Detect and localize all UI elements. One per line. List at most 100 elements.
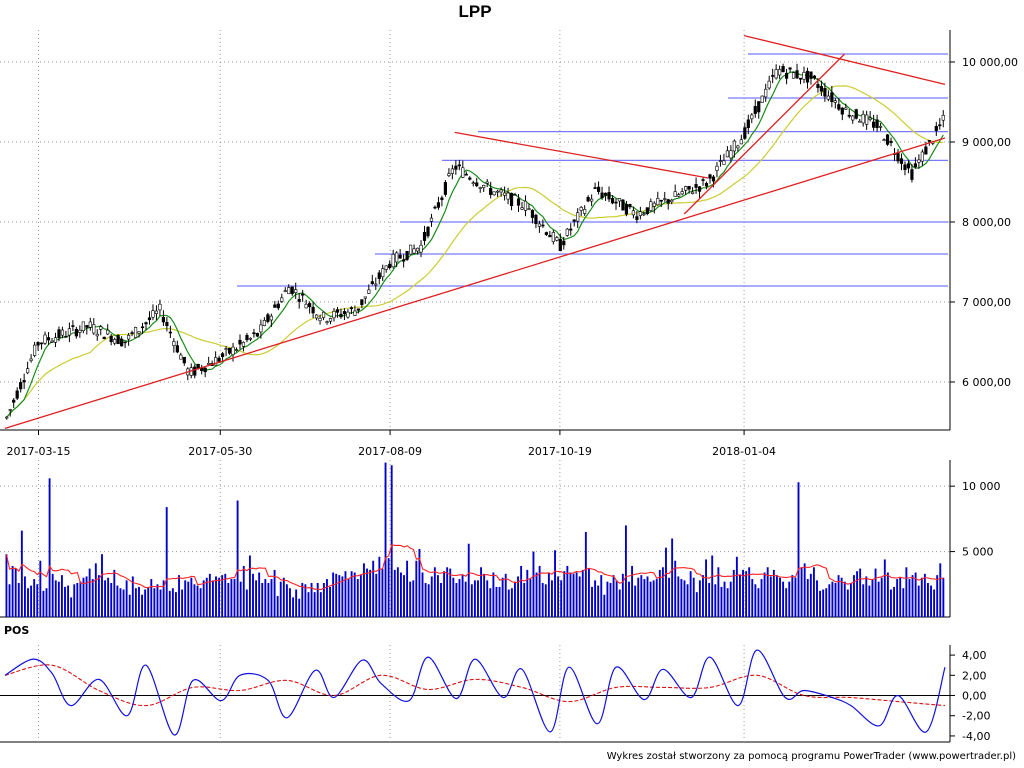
volume-bar-301 — [933, 589, 936, 617]
volume-bar-31 — [101, 554, 103, 617]
volume-bar-23 — [76, 582, 79, 617]
candle-body-158 — [555, 237, 559, 241]
volume-bar-39 — [125, 580, 128, 617]
volume-bar-94 — [295, 589, 298, 617]
volume-bar-185 — [575, 572, 578, 617]
candle-body-154 — [541, 224, 545, 227]
volume-bar-104 — [326, 579, 328, 617]
volume-bar-14 — [48, 478, 51, 617]
volume-bar-286 — [886, 572, 889, 617]
volume-bar-246 — [763, 572, 766, 617]
candle-body-241 — [844, 107, 848, 110]
volume-bar-227 — [705, 559, 707, 617]
candle-body-15 — [57, 329, 61, 339]
volume-bar-78 — [245, 589, 248, 617]
volume-bar-203 — [631, 565, 634, 617]
candle-body-140 — [492, 191, 496, 196]
volume-bar-88 — [276, 596, 279, 617]
volume-bar-258 — [800, 567, 803, 617]
candle-body-2 — [12, 399, 16, 403]
candle-body-213 — [746, 119, 750, 128]
volume-bar-55 — [175, 592, 177, 617]
candle-body-39 — [140, 326, 145, 329]
volume-bar-121 — [378, 556, 381, 617]
candle-body-261 — [913, 163, 918, 168]
candle-body-176 — [617, 198, 622, 202]
candle-body-19 — [71, 325, 75, 327]
volume-bar-300 — [930, 585, 932, 617]
candle-body-194 — [680, 191, 684, 195]
volume-bar-296 — [917, 585, 920, 617]
volume-bar-272 — [843, 581, 846, 617]
candle-body-31 — [113, 339, 117, 344]
volume-bar-222 — [689, 571, 692, 617]
candle-body-1 — [8, 409, 12, 411]
volume-bar-184 — [572, 573, 575, 617]
pos-y-tick-labels: -4,00 -2,00 0,00 2,00 4,00 — [962, 649, 990, 743]
volume-bar-275 — [853, 575, 855, 617]
candle-body-249 — [872, 121, 876, 128]
candle-body-23 — [85, 325, 89, 328]
candle-body-50 — [179, 354, 183, 360]
volume-bar-25 — [82, 577, 85, 617]
price-ma-fast — [6, 71, 944, 418]
volume-bar-267 — [828, 584, 831, 617]
volume-bar-53 — [168, 590, 171, 617]
candle-body-108 — [381, 268, 385, 278]
volume-bar-276 — [856, 571, 859, 617]
candle-body-190 — [666, 199, 670, 204]
volume-bar-270 — [837, 575, 840, 617]
volume-bar-261 — [809, 573, 812, 617]
volume-bar-64 — [202, 580, 205, 617]
candle-body-232 — [812, 75, 817, 79]
volume-bar-201 — [624, 525, 627, 617]
volume-bar-230 — [714, 584, 717, 617]
candle-body-170 — [596, 186, 601, 192]
candle-body-14 — [53, 337, 58, 343]
candle-body-201 — [704, 182, 709, 187]
volume-bar-18 — [60, 575, 63, 617]
volume-bar-161 — [501, 577, 504, 617]
volume-bar-151 — [470, 584, 473, 617]
candle-body-3 — [15, 390, 19, 399]
volume-bar-76 — [239, 581, 242, 617]
candle-body-157 — [551, 232, 555, 242]
candle-body-109 — [384, 265, 388, 270]
volume-bar-283 — [877, 581, 880, 617]
volume-bar-208 — [646, 576, 649, 617]
candle-body-131 — [461, 167, 465, 178]
volume-bar-61 — [193, 584, 196, 617]
volume-bar-30 — [97, 575, 100, 617]
chart-title: LPP — [458, 2, 492, 21]
volume-bar-260 — [806, 579, 809, 617]
candle-body-79 — [280, 297, 284, 302]
volume-bar-60 — [190, 577, 193, 617]
volume-bar-225 — [698, 580, 701, 617]
volume-bar-142 — [443, 571, 446, 617]
volume-bar-168 — [523, 582, 526, 617]
volume-bar-98 — [307, 592, 310, 617]
volume-bar-89 — [279, 581, 282, 617]
candle-body-75 — [266, 314, 270, 322]
candle-body-125 — [440, 197, 444, 200]
candle-body-251 — [878, 125, 883, 128]
volume-bar-247 — [766, 567, 769, 617]
candle-body-215 — [753, 106, 757, 114]
volume-bar-91 — [285, 584, 288, 617]
candle-body-206 — [722, 160, 726, 165]
candle-body-139 — [489, 188, 493, 195]
candle-body-260 — [910, 169, 914, 180]
volume-bar-228 — [708, 582, 711, 617]
candle-body-185 — [649, 201, 653, 211]
volume-bar-288 — [893, 586, 895, 617]
volume-bar-125 — [390, 465, 393, 617]
volume-bar-297 — [920, 577, 923, 617]
volume-bar-210 — [652, 580, 655, 617]
candle-body-268 — [938, 124, 942, 127]
volume-bar-93 — [292, 597, 295, 617]
volume-bar-32 — [104, 580, 107, 617]
candle-body-46 — [165, 322, 169, 327]
candle-body-221 — [774, 69, 778, 79]
candle-body-114 — [402, 259, 406, 262]
volume-bar-21 — [70, 597, 73, 617]
